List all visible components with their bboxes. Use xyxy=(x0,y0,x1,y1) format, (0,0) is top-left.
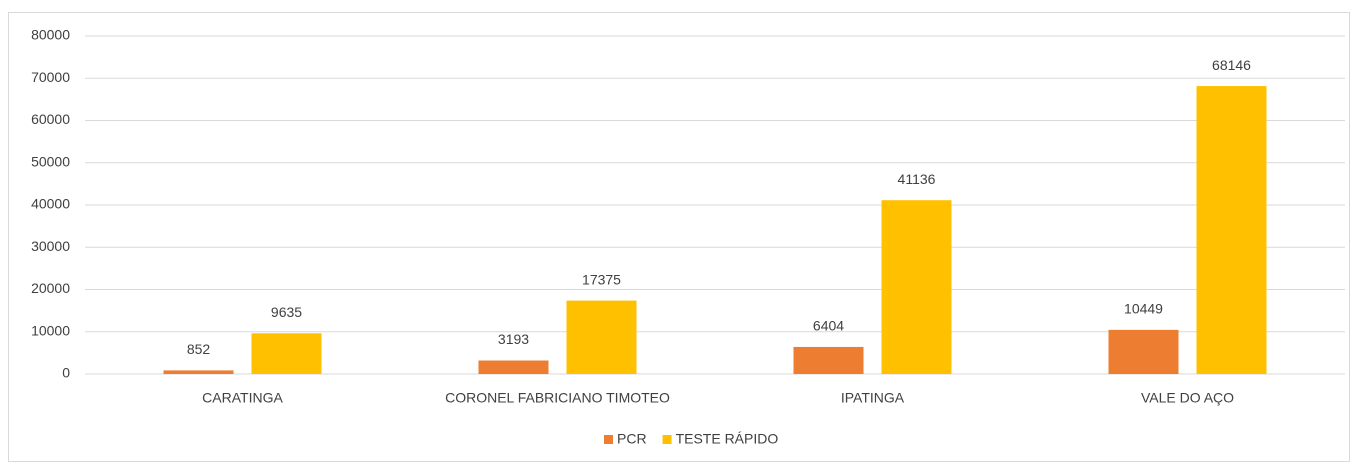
data-label: 9635 xyxy=(271,304,302,320)
x-tick-label: VALE DO AÇO xyxy=(1141,390,1234,406)
data-label: 10449 xyxy=(1124,301,1163,317)
y-tick-label: 10000 xyxy=(31,322,70,338)
data-label: 17375 xyxy=(582,271,621,287)
y-tick-label: 60000 xyxy=(31,111,70,127)
bar xyxy=(1196,86,1267,374)
chart-frame xyxy=(8,12,1350,462)
bar xyxy=(881,200,952,374)
bar xyxy=(1108,329,1179,374)
bar xyxy=(163,370,234,374)
bar xyxy=(478,360,549,374)
data-label: 852 xyxy=(187,341,211,357)
legend-swatch xyxy=(604,435,613,444)
bar xyxy=(251,333,322,374)
x-tick-label: CARATINGA xyxy=(202,390,283,406)
bar xyxy=(566,300,637,374)
y-tick-label: 70000 xyxy=(31,69,70,85)
legend-label: TESTE RÁPIDO xyxy=(676,431,779,447)
y-tick-label: 20000 xyxy=(31,280,70,296)
data-label: 3193 xyxy=(498,331,529,347)
legend-label: PCR xyxy=(617,431,647,447)
x-tick-label: CORONEL FABRICIANO TIMOTEO xyxy=(445,390,670,406)
data-label: 6404 xyxy=(813,318,844,334)
y-tick-label: 50000 xyxy=(31,153,70,169)
y-tick-label: 30000 xyxy=(31,238,70,254)
x-tick-label: IPATINGA xyxy=(841,390,905,406)
legend-swatch xyxy=(662,435,672,444)
bar xyxy=(793,346,864,374)
y-tick-label: 0 xyxy=(62,365,70,381)
data-label: 41136 xyxy=(898,171,936,187)
data-label: 68146 xyxy=(1212,57,1251,73)
y-tick-label: 40000 xyxy=(31,196,70,212)
y-tick-label: 80000 xyxy=(31,27,70,43)
